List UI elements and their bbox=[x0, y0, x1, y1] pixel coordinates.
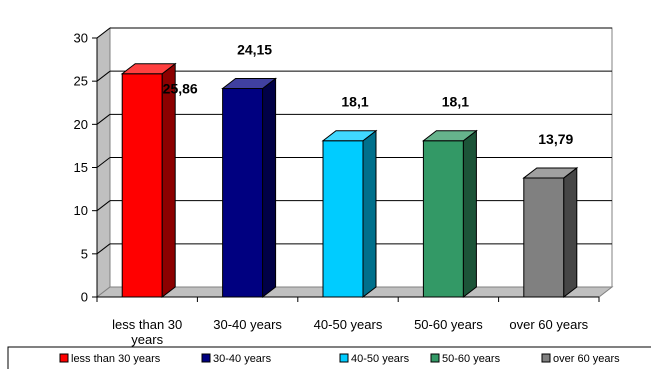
data-label: 13,79 bbox=[538, 131, 573, 147]
category-label: less than 30 bbox=[112, 317, 182, 332]
bar-top bbox=[321, 130, 378, 142]
bar-1 bbox=[120, 62, 177, 299]
y-axis-ticks: 0 5 10 15 20 25 30 bbox=[74, 31, 600, 305]
side-gridline bbox=[96, 157, 111, 168]
bar-5 bbox=[522, 166, 579, 299]
bar-side bbox=[161, 62, 176, 299]
legend-swatch bbox=[430, 353, 440, 363]
data-label: 18,1 bbox=[442, 94, 469, 110]
side-gridline bbox=[96, 70, 111, 82]
legend-label: over 60 years bbox=[553, 353, 620, 365]
y-tick-label: 15 bbox=[74, 160, 88, 175]
bar-front bbox=[523, 177, 565, 298]
side-gridline bbox=[96, 27, 111, 39]
category-label: 40-50 years bbox=[314, 317, 383, 332]
bar-front bbox=[121, 73, 163, 298]
data-label: 18,1 bbox=[341, 94, 368, 110]
category-label: 30-40 years bbox=[213, 317, 282, 332]
category-label: over 60 years bbox=[509, 317, 588, 332]
category-label: years bbox=[131, 332, 163, 347]
bar-top bbox=[120, 63, 177, 75]
legend-swatch bbox=[59, 353, 69, 363]
bar-2 bbox=[221, 77, 278, 299]
legend-label: 30-40 years bbox=[213, 353, 272, 365]
bar-top bbox=[421, 130, 478, 142]
y-tick-label: 5 bbox=[81, 246, 88, 261]
bar-side bbox=[462, 129, 477, 299]
y-tick-label: 0 bbox=[81, 290, 88, 305]
y-tick-label: 30 bbox=[74, 31, 88, 46]
y-tick-label: 25 bbox=[74, 74, 88, 89]
data-labels: 25,86 24,15 18,1 18,1 13,79 bbox=[163, 42, 574, 147]
legend-label: less than 30 years bbox=[71, 353, 161, 365]
side-gridline bbox=[96, 113, 111, 125]
legend-swatch bbox=[201, 353, 211, 363]
legend-frame bbox=[7, 346, 651, 369]
bars bbox=[120, 62, 579, 299]
bar-4 bbox=[421, 129, 478, 299]
legend: less than 30 years 30-40 years 40-50 years… bbox=[7, 346, 651, 369]
y-tick-label: 10 bbox=[74, 203, 88, 218]
legend-swatch bbox=[541, 353, 551, 363]
bar-3 bbox=[321, 129, 378, 299]
side-gridline bbox=[96, 200, 111, 212]
category-label: 50-60 years bbox=[414, 317, 483, 332]
data-label: 25,86 bbox=[163, 81, 198, 97]
legend-swatch bbox=[339, 353, 349, 363]
bar-front bbox=[222, 88, 264, 298]
bar-side bbox=[563, 166, 578, 299]
bar-side bbox=[362, 129, 377, 299]
side-gridline bbox=[96, 243, 111, 255]
bar-top bbox=[221, 78, 278, 90]
y-tick-label: 20 bbox=[74, 117, 88, 132]
legend-label: 50-60 years bbox=[442, 353, 501, 365]
legend-label: 40-50 years bbox=[351, 353, 410, 365]
bar-side bbox=[262, 77, 277, 299]
bar-front bbox=[322, 140, 364, 298]
bar-top bbox=[522, 167, 579, 179]
data-label: 24,15 bbox=[237, 42, 272, 58]
bar-front bbox=[422, 140, 464, 298]
